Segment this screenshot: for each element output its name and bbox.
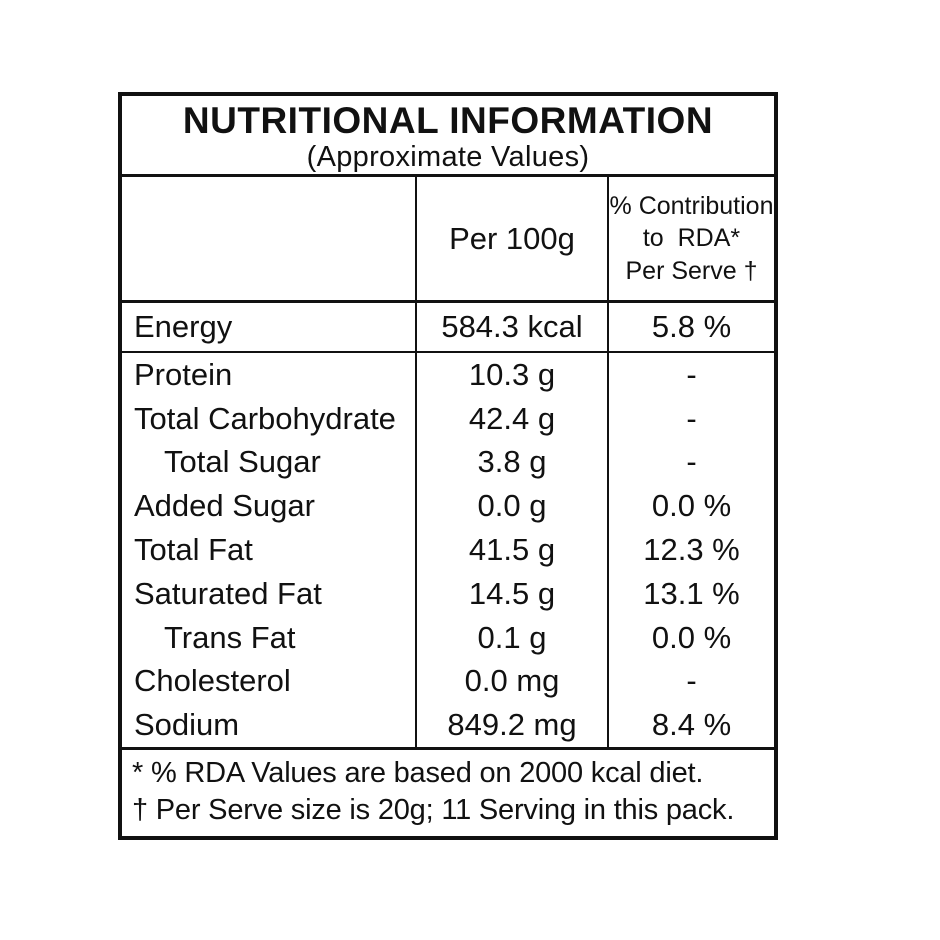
column-header-row: Per 100g % Contribution to RDA* Per Serv… bbox=[122, 177, 774, 303]
label-title: NUTRITIONAL INFORMATION bbox=[182, 100, 714, 141]
column-header-nutrient bbox=[122, 177, 415, 300]
rda-value: 8.4 % bbox=[607, 703, 774, 747]
rda-value: 12.3 % bbox=[607, 528, 774, 572]
per-100g-value: 14.5 g bbox=[415, 571, 607, 616]
nutrient-label: Total Sugar bbox=[164, 444, 321, 480]
per-100g-value: 0.0 mg bbox=[415, 659, 607, 704]
column-header-per-100g: Per 100g bbox=[415, 177, 607, 300]
nutrient-label: Added Sugar bbox=[134, 488, 315, 524]
nutrient-label: Total Carbohydrate bbox=[134, 400, 396, 436]
rda-value: 5.8 % bbox=[607, 303, 774, 351]
footnote-rda: * % RDA Values are based on 2000 kcal di… bbox=[132, 757, 704, 789]
nutrition-label: NUTRITIONAL INFORMATION (Approximate Val… bbox=[118, 92, 778, 840]
rda-header-line-1: % Contribution bbox=[609, 191, 774, 220]
rda-header-line-2: to RDA* bbox=[642, 224, 741, 253]
nutrient-label: Energy bbox=[134, 309, 233, 344]
per-100g-value: 10.3 g bbox=[415, 353, 607, 397]
per-100g-value: 0.1 g bbox=[415, 615, 607, 660]
nutrient-table-body: Protein 10.3 g - Total Carbohydrate 42.4… bbox=[122, 353, 774, 750]
rda-header-line-3: Per Serve † bbox=[625, 256, 758, 285]
footnote-serve-size: † Per Serve size is 20g; 11 Serving in t… bbox=[132, 794, 735, 827]
label-subtitle: (Approximate Values) bbox=[306, 140, 590, 173]
nutrient-label: Sodium bbox=[134, 707, 240, 743]
nutrient-label: Trans Fat bbox=[164, 619, 296, 655]
rda-value: - bbox=[607, 353, 774, 397]
per-100g-value: 3.8 g bbox=[415, 440, 607, 485]
rda-value: 13.1 % bbox=[607, 571, 774, 616]
rda-value: 0.0 % bbox=[607, 484, 774, 529]
nutrient-label: Protein bbox=[134, 356, 233, 392]
rda-value: - bbox=[607, 440, 774, 485]
nutrient-label: Cholesterol bbox=[134, 663, 291, 699]
table-row-energy: Energy 584.3 kcal 5.8 % bbox=[122, 303, 774, 353]
per-100g-value: 584.3 kcal bbox=[415, 303, 607, 351]
nutrient-label: Saturated Fat bbox=[134, 575, 322, 611]
column-header-rda: % Contribution to RDA* Per Serve † bbox=[607, 177, 774, 300]
rda-value: - bbox=[607, 396, 774, 441]
nutrient-label: Total Fat bbox=[134, 531, 253, 567]
per-100g-value: 849.2 mg bbox=[415, 703, 607, 747]
footnotes: * % RDA Values are based on 2000 kcal di… bbox=[122, 750, 774, 836]
label-header: NUTRITIONAL INFORMATION (Approximate Val… bbox=[122, 96, 774, 177]
per-100g-value: 41.5 g bbox=[415, 528, 607, 572]
per-100g-value: 42.4 g bbox=[415, 396, 607, 441]
rda-value: - bbox=[607, 659, 774, 704]
per-100g-value: 0.0 g bbox=[415, 484, 607, 529]
rda-value: 0.0 % bbox=[607, 615, 774, 660]
